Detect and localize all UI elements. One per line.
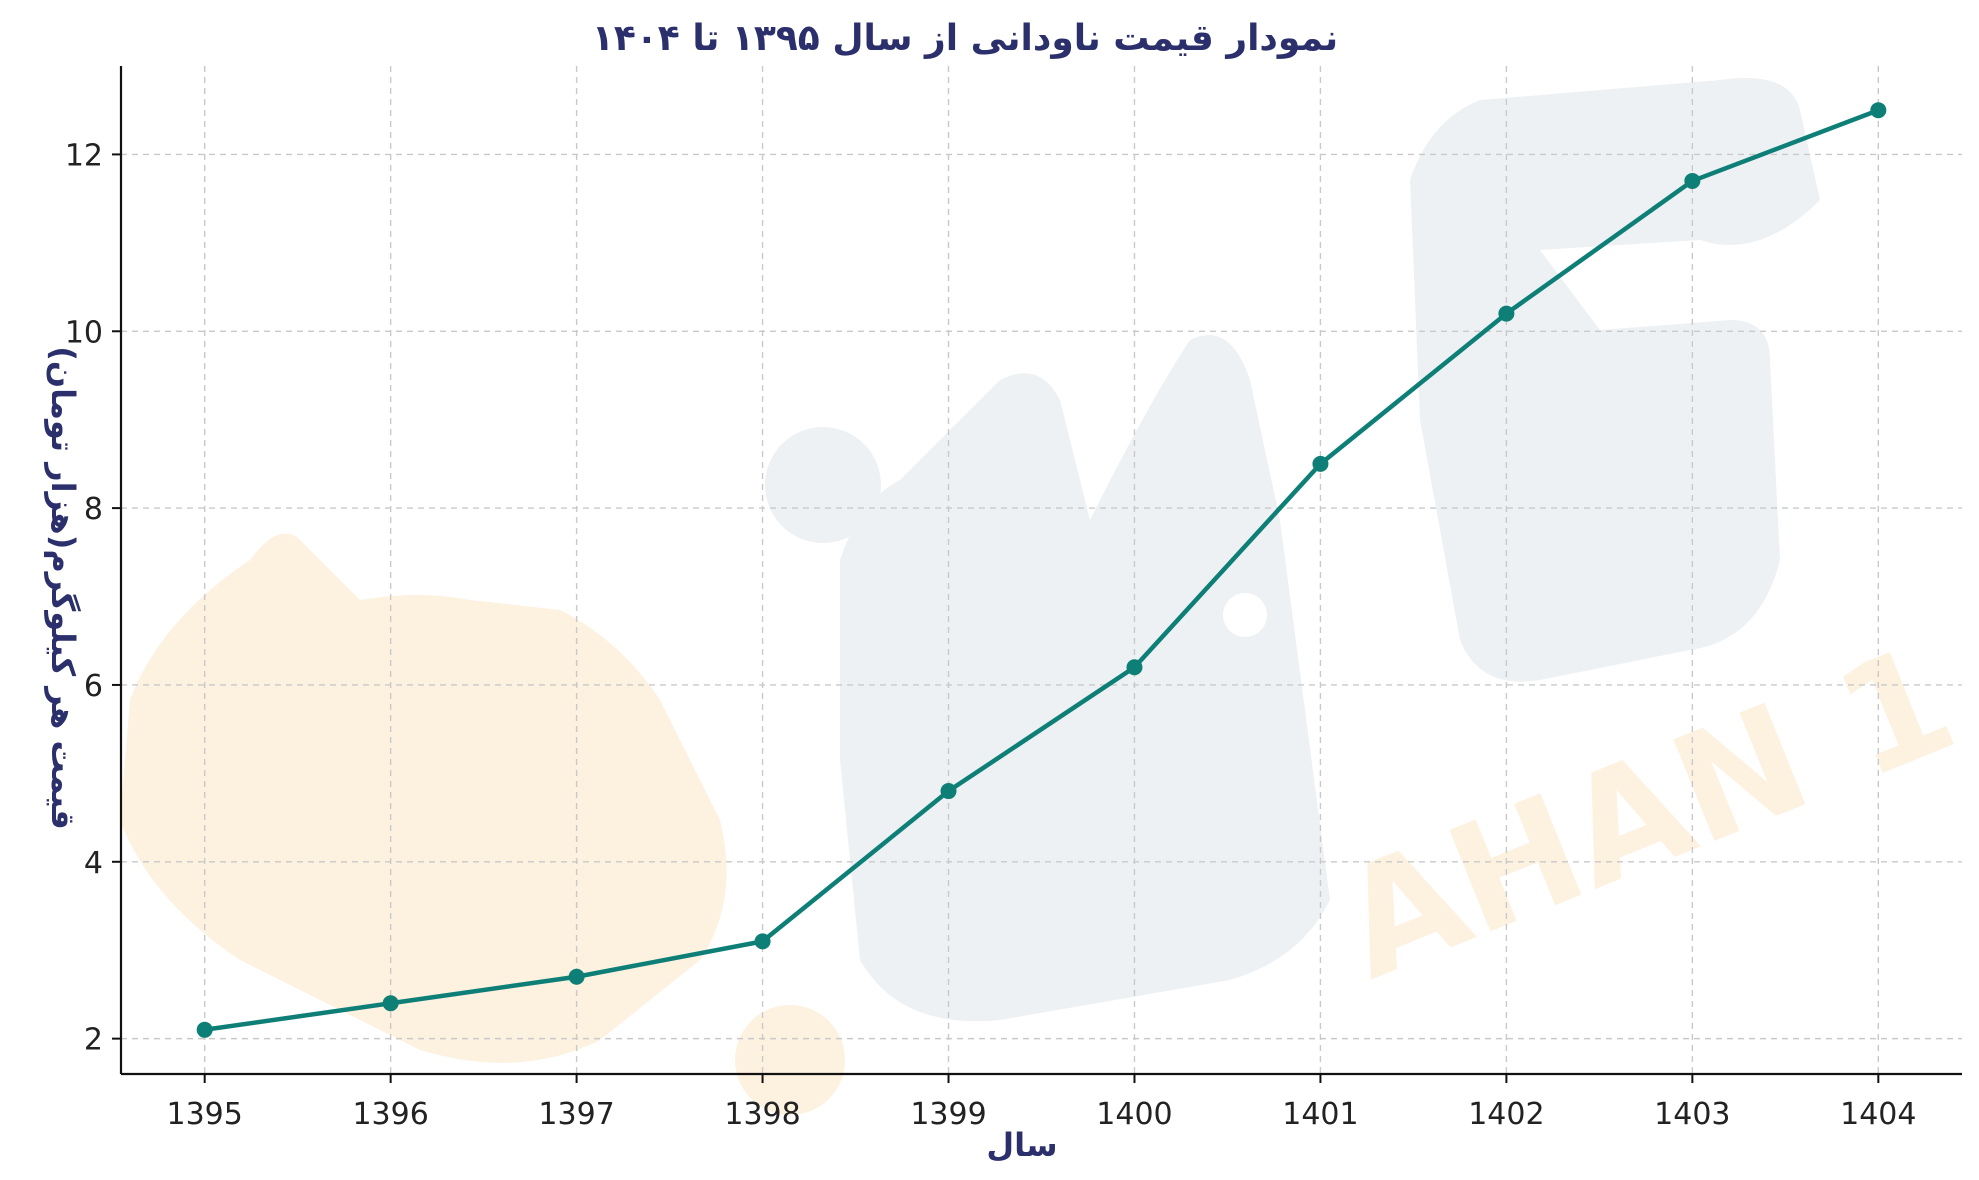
y-tick-label-10: 10 <box>65 315 103 350</box>
data-point-1398 <box>754 933 771 950</box>
x-tick-label-1402: 1402 <box>1468 1097 1544 1132</box>
x-axis-label: سال <box>986 1126 1057 1164</box>
data-point-1401 <box>1312 455 1329 472</box>
x-tick-label-1399: 1399 <box>910 1097 986 1132</box>
x-tick-label-1404: 1404 <box>1840 1097 1916 1132</box>
data-point-1402 <box>1498 305 1515 322</box>
y-tick-label-4: 4 <box>84 846 103 881</box>
data-point-1399 <box>940 783 957 800</box>
x-tick-label-1395: 1395 <box>167 1097 243 1132</box>
y-tick-label-2: 2 <box>84 1023 103 1058</box>
x-tick-label-1396: 1396 <box>352 1097 428 1132</box>
x-tick-label-1400: 1400 <box>1096 1097 1172 1132</box>
series-line-0 <box>202 107 1881 1033</box>
x-tick-label-1403: 1403 <box>1654 1097 1730 1132</box>
x-tick-label-1401: 1401 <box>1282 1097 1358 1132</box>
y-tick-label-6: 6 <box>84 669 103 704</box>
data-point-1396 <box>382 995 399 1012</box>
y-axis-label: قیمت هر کیلوگرم(هزار تومان) <box>44 346 82 830</box>
watermark-logo: AHAN 1 <box>120 78 1977 1115</box>
data-point-1404 <box>1870 102 1887 119</box>
x-tick-label-1398: 1398 <box>724 1097 800 1132</box>
x-tick-label-1397: 1397 <box>538 1097 614 1132</box>
data-point-1397 <box>568 968 585 985</box>
series <box>196 102 1887 1038</box>
y-tick-label-12: 12 <box>65 138 103 173</box>
data-point-1400 <box>1126 659 1143 676</box>
data-point-1395 <box>196 1021 213 1038</box>
y-tick-label-8: 8 <box>84 492 103 527</box>
axes <box>119 66 1962 1076</box>
chart-title: نمودار قیمت ناودانی از سال ۱۳۹۵ تا ۱۴۰۴ <box>592 18 1338 59</box>
data-point-1403 <box>1684 172 1701 189</box>
grid <box>121 66 1962 1074</box>
ticks: 1395 1396 1397 1398 1399 1400 1401 1402 1403 1404… <box>65 138 1917 1132</box>
